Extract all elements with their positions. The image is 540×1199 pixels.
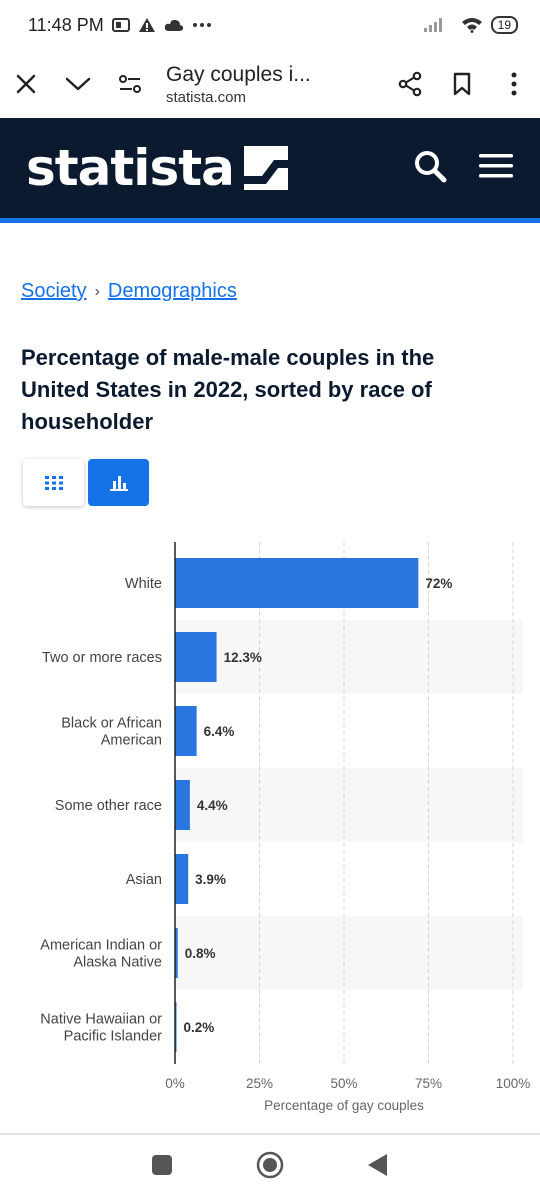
chevron-down-icon[interactable]: [52, 58, 104, 110]
bar[interactable]: [175, 632, 217, 682]
warning-icon: [138, 17, 156, 33]
grid-icon: [44, 475, 63, 490]
chart-view-button[interactable]: [88, 459, 149, 506]
bar[interactable]: [175, 928, 178, 978]
bar[interactable]: [175, 780, 190, 830]
category-label: American Indian or Alaska Native: [40, 938, 162, 971]
category-label: White: [125, 576, 162, 592]
close-icon[interactable]: [0, 58, 52, 110]
breadcrumb-society[interactable]: Society: [21, 280, 87, 302]
nav-divider: [0, 1133, 540, 1135]
breadcrumb-demographics[interactable]: Demographics: [107, 280, 237, 302]
view-toggle: [23, 459, 149, 506]
page-title: Percentage of male-male couples in the U…: [21, 345, 435, 434]
category-label: Native Hawaiian or Pacific Islander: [40, 1012, 162, 1045]
share-icon[interactable]: [384, 58, 436, 110]
url-host: statista.com: [166, 88, 247, 106]
url-display[interactable]: Gay couples i... statista.com: [166, 63, 384, 106]
browser-toolbar: Gay couples i... statista.com: [0, 50, 540, 118]
data-label: 6.4%: [204, 724, 235, 739]
recent-apps-icon[interactable]: [151, 1154, 173, 1181]
data-label: 12.3%: [224, 650, 262, 665]
table-view-button[interactable]: [23, 459, 84, 506]
overflow-menu-icon[interactable]: [488, 58, 540, 110]
search-icon[interactable]: [412, 148, 448, 189]
breadcrumb: Society › Demographics: [21, 280, 237, 303]
status-time: 11:48 PM: [28, 14, 104, 35]
site-settings-icon[interactable]: [104, 58, 156, 110]
data-label: 0.2%: [184, 1020, 215, 1035]
x-tick-label: 25%: [246, 1076, 273, 1091]
bar[interactable]: [175, 854, 189, 904]
site-header: statista: [0, 118, 540, 223]
data-label: 4.4%: [197, 798, 228, 813]
bar-chart-icon: [109, 475, 128, 491]
category-label: Black or African American: [61, 716, 162, 749]
site-logo[interactable]: statista: [26, 139, 235, 197]
bar-chart: White 72% Two or more races 12.3% Black or A…: [40, 542, 531, 1113]
wifi-icon: [461, 17, 483, 33]
logo-mark-icon: [243, 146, 288, 190]
data-label: 72%: [425, 576, 452, 591]
x-tick-label: 0%: [165, 1076, 185, 1091]
signal-icon: [423, 17, 445, 33]
category-label: Two or more races: [42, 650, 162, 666]
x-tick-label: 100%: [496, 1076, 531, 1091]
data-label: 0.8%: [185, 946, 216, 961]
cloud-icon: [164, 18, 184, 32]
category-label: Asian: [126, 872, 162, 888]
bookmark-icon[interactable]: [436, 58, 488, 110]
x-tick-label: 75%: [415, 1076, 442, 1091]
breadcrumb-separator: ›: [94, 282, 100, 300]
status-bar: 11:48 PM 19: [0, 0, 540, 50]
hamburger-menu-icon[interactable]: [478, 152, 514, 185]
row-band: [175, 916, 523, 990]
bar[interactable]: [175, 706, 197, 756]
sim-card-icon: [111, 18, 130, 32]
battery-indicator: 19: [490, 16, 518, 34]
category-label: Some other race: [55, 798, 162, 814]
back-icon[interactable]: [367, 1153, 389, 1182]
x-axis-title: Percentage of gay couples: [264, 1098, 424, 1113]
row-band: [175, 620, 523, 694]
bar[interactable]: [175, 558, 419, 608]
x-tick-label: 50%: [330, 1076, 357, 1091]
tab-title: Gay couples i...: [166, 62, 311, 86]
more-dots-icon: [192, 22, 212, 28]
home-icon[interactable]: [256, 1151, 284, 1184]
data-label: 3.9%: [195, 872, 226, 887]
row-band: [175, 768, 523, 842]
system-nav-bar: [0, 1135, 540, 1199]
